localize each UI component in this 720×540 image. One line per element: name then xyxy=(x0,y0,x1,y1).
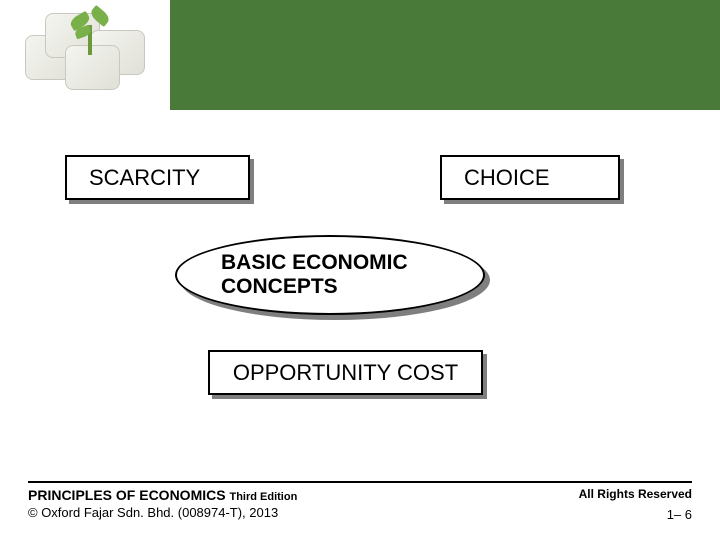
node-choice: CHOICE xyxy=(440,155,620,200)
slide-header xyxy=(0,0,720,110)
node-scarcity: SCARCITY xyxy=(65,155,250,200)
footer-left: PRINCIPLES OF ECONOMICS Third Edition © … xyxy=(28,487,297,520)
footer-rights: All Rights Reserved xyxy=(579,487,692,501)
node-scarcity-label: SCARCITY xyxy=(89,165,200,191)
node-choice-label: CHOICE xyxy=(464,165,550,191)
node-opportunity: OPPORTUNITY COST xyxy=(208,350,483,395)
header-logo xyxy=(0,0,170,110)
footer-divider xyxy=(28,481,692,483)
footer-page-number: 1– 6 xyxy=(579,507,692,522)
header-green-bar xyxy=(170,0,720,110)
diagram-area: SCARCITY CHOICE BASIC ECONOMIC CONCEPTS … xyxy=(0,110,720,480)
footer-title: PRINCIPLES OF ECONOMICS Third Edition xyxy=(28,487,297,503)
node-opportunity-label: OPPORTUNITY COST xyxy=(233,360,458,386)
puzzle-plant-icon xyxy=(15,5,155,105)
footer-copyright: © Oxford Fajar Sdn. Bhd. (008974-T), 201… xyxy=(28,505,297,520)
node-center-label: BASIC ECONOMIC CONCEPTS xyxy=(221,251,408,299)
footer-right: All Rights Reserved 1– 6 xyxy=(579,487,692,522)
node-center: BASIC ECONOMIC CONCEPTS xyxy=(175,235,485,315)
slide-footer: PRINCIPLES OF ECONOMICS Third Edition © … xyxy=(0,481,720,540)
